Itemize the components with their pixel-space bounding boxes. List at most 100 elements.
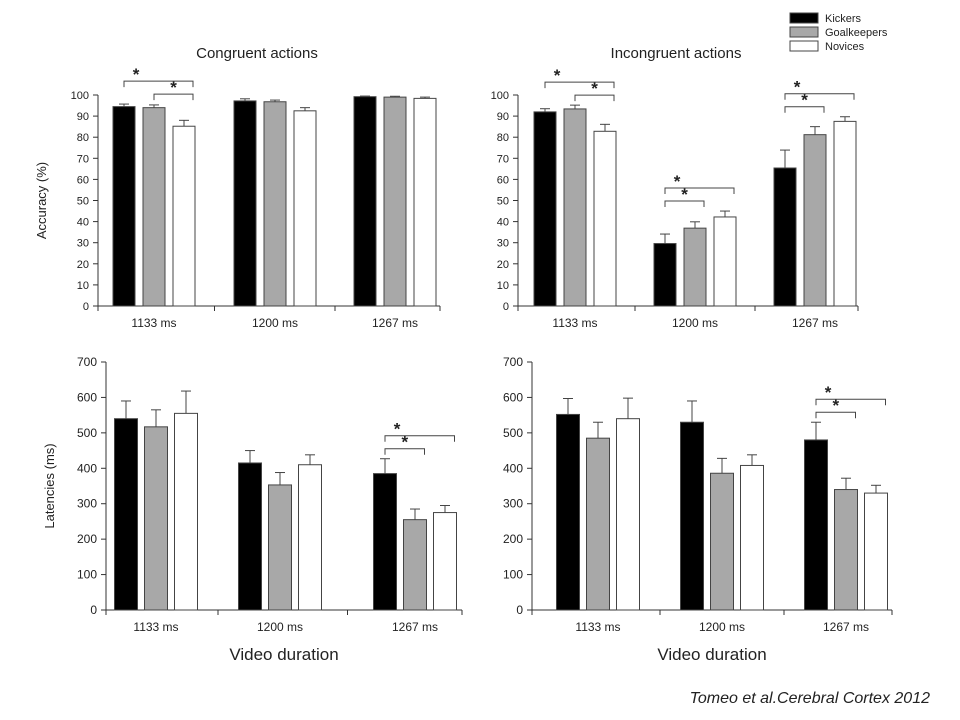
bar-goalkeepers-2	[683, 227, 707, 307]
significance-star: *	[554, 66, 561, 85]
bar-goalkeepers-3	[403, 519, 427, 611]
x-tick-label: 1133 ms	[575, 620, 620, 634]
legend-swatch-kickers	[789, 12, 819, 24]
panel-title: Incongruent actions	[611, 45, 742, 62]
bar-goalkeepers-2	[710, 472, 734, 611]
bar-goalkeepers-2	[263, 101, 287, 307]
significance-bracket	[784, 106, 825, 113]
bar-goalkeepers-3	[834, 489, 858, 611]
y-tick-label: 20	[497, 259, 509, 271]
legend-swatch-novices	[789, 40, 819, 52]
y-tick-label: 70	[77, 153, 89, 165]
significance-star: *	[794, 78, 801, 97]
bar-novices-1	[174, 412, 198, 611]
chart-panel-3: 0 100 200 300 400 500 600 700 1133 ms 1200 ms 1267…	[42, 355, 463, 664]
bar-kickers-2	[233, 100, 257, 307]
x-tick-label: 1267 ms	[372, 316, 418, 330]
y-tick-label: 90	[77, 111, 89, 123]
y-tick-label: 100	[491, 90, 509, 102]
y-tick-label: 300	[77, 497, 97, 511]
significance-star: *	[681, 185, 688, 204]
y-tick-label: 60	[77, 174, 89, 186]
y-tick-label: 60	[497, 174, 509, 186]
bar-kickers-3	[804, 439, 828, 611]
bar-novices-2	[298, 464, 322, 611]
y-tick-label: 30	[77, 238, 89, 250]
x-tick-label: 1133 ms	[131, 316, 176, 330]
y-axis-label: Latencies (ms)	[42, 443, 57, 528]
chart-panel-2: 0 10 20 30 40 50 60 70 80 90 100 1133 ms 1200 ms 1267…	[491, 45, 859, 330]
y-tick-label: 90	[497, 111, 509, 123]
y-tick-label: 0	[83, 301, 89, 313]
legend-label-kickers: Kickers	[825, 13, 862, 25]
y-tick-label: 10	[77, 280, 89, 292]
x-tick-label: 1133 ms	[552, 316, 597, 330]
y-tick-label: 100	[503, 568, 523, 582]
panel-title: Congruent actions	[196, 45, 318, 62]
significance-bracket	[544, 81, 615, 89]
y-tick-label: 50	[497, 196, 509, 208]
bar-kickers-2	[238, 462, 262, 611]
bar-novices-2	[740, 464, 764, 611]
bar-goalkeepers-1	[144, 426, 168, 611]
bar-kickers-1	[533, 111, 557, 307]
y-tick-label: 200	[77, 532, 97, 546]
x-tick-label: 1200 ms	[699, 620, 745, 634]
bar-goalkeepers-1	[563, 108, 587, 307]
y-tick-label: 700	[77, 355, 97, 369]
y-tick-label: 100	[71, 90, 89, 102]
significance-bracket	[574, 94, 615, 102]
significance-bracket	[664, 200, 705, 208]
bar-kickers-1	[114, 418, 138, 611]
bar-kickers-3	[353, 96, 377, 307]
y-tick-label: 0	[516, 603, 523, 617]
bar-kickers-1	[112, 106, 136, 307]
bar-novices-2	[293, 110, 317, 307]
y-tick-label: 600	[77, 390, 97, 404]
y-tick-label: 400	[503, 461, 523, 475]
significance-bracket	[784, 93, 855, 100]
y-tick-label: 40	[77, 217, 89, 229]
bar-novices-2	[713, 216, 737, 307]
x-tick-label: 1200 ms	[257, 620, 303, 634]
legend: Kickers Goalkeepers Novices	[789, 12, 888, 53]
bar-kickers-3	[373, 473, 397, 611]
significance-bracket	[815, 398, 886, 406]
bar-novices-1	[593, 130, 617, 307]
bar-kickers-1	[556, 413, 580, 611]
y-tick-label: 0	[90, 603, 97, 617]
y-tick-label: 40	[497, 217, 509, 229]
y-axis-label: Accuracy (%)	[34, 162, 49, 239]
significance-star: *	[674, 172, 681, 191]
y-tick-label: 20	[77, 259, 89, 271]
bar-goalkeepers-3	[383, 96, 407, 307]
y-tick-label: 50	[77, 196, 89, 208]
significance-star: *	[825, 383, 832, 402]
y-tick-label: 30	[497, 238, 509, 250]
legend-swatch-goalkeepers	[789, 26, 819, 38]
bar-goalkeepers-2	[268, 484, 292, 611]
y-tick-label: 500	[77, 426, 97, 440]
significance-star: *	[401, 433, 408, 452]
significance-star: *	[133, 65, 140, 84]
significance-bracket	[384, 448, 425, 455]
significance-bracket	[153, 93, 194, 101]
bar-novices-1	[172, 125, 196, 307]
y-tick-label: 500	[503, 426, 523, 440]
x-tick-label: 1267 ms	[792, 316, 838, 330]
bar-goalkeepers-1	[142, 107, 166, 307]
x-tick-label: 1133 ms	[133, 620, 178, 634]
significance-bracket	[815, 411, 856, 419]
y-tick-label: 10	[497, 280, 509, 292]
bar-novices-3	[864, 492, 888, 611]
y-tick-label: 400	[77, 461, 97, 475]
x-tick-label: 1267 ms	[823, 620, 869, 634]
bar-novices-3	[413, 97, 437, 307]
bar-novices-1	[616, 418, 640, 611]
bar-kickers-2	[653, 243, 677, 307]
x-tick-label: 1200 ms	[672, 316, 718, 330]
bar-novices-3	[833, 120, 857, 307]
x-axis-label: Video duration	[229, 645, 338, 664]
y-tick-label: 70	[497, 153, 509, 165]
